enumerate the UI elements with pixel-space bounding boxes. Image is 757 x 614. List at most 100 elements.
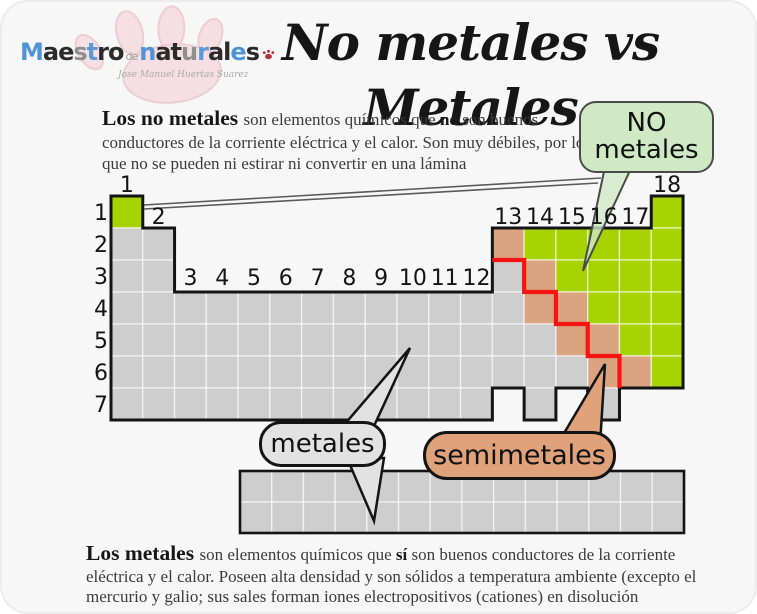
pointer-line-hydrogen — [143, 182, 599, 210]
element-cell — [618, 355, 652, 389]
element-cell — [650, 323, 684, 357]
element-cell — [523, 323, 557, 357]
element-cell — [269, 291, 303, 325]
fblock-cell — [239, 501, 273, 534]
brand-name-secondary: naturales — [139, 38, 260, 66]
element-cell — [110, 291, 144, 325]
element-cell — [491, 259, 525, 293]
group-label: 13 — [494, 205, 522, 230]
fblock-cell — [588, 501, 622, 534]
footer-paragraph: Los metales son elementos químicos que s… — [86, 541, 697, 607]
metals-callout: metales — [259, 421, 386, 467]
fblock-cell — [651, 470, 685, 503]
element-cell — [618, 323, 652, 357]
brand-subtitle: Jose Manuel Huertas Suarez — [118, 70, 249, 80]
group-label: 8 — [342, 266, 356, 291]
group-label: 4 — [215, 266, 229, 291]
period-label: 4 — [94, 297, 108, 322]
element-cell — [555, 227, 589, 261]
group-label: 17 — [621, 205, 649, 230]
period-label: 3 — [94, 265, 108, 290]
fblock-cell — [239, 470, 273, 503]
fblock-cell — [619, 501, 653, 534]
element-cell — [300, 291, 335, 325]
semimetals-callout: semimetales — [423, 431, 616, 480]
element-cell — [555, 355, 589, 389]
element-cell — [364, 323, 398, 357]
element-cell — [332, 323, 366, 357]
fblock-cell — [271, 501, 305, 534]
element-cell — [428, 355, 462, 389]
element-cell — [650, 195, 684, 229]
element-cell — [269, 387, 303, 421]
element-cell — [173, 355, 208, 389]
fblock-cell — [334, 501, 368, 534]
fblock-cell — [397, 501, 431, 534]
fblock-cell — [619, 470, 653, 503]
element-cell — [587, 291, 621, 325]
element-cell — [459, 323, 494, 357]
group-label: 10 — [399, 266, 427, 291]
element-cell — [110, 387, 144, 421]
group-label: 12 — [462, 266, 490, 291]
group-label: 1 — [120, 173, 134, 198]
group-label: 15 — [558, 205, 586, 230]
element-cell — [650, 259, 684, 293]
element-cell — [142, 227, 176, 261]
group-label: 11 — [431, 266, 459, 291]
nonmetals-callout: NO metales — [579, 101, 714, 173]
element-cell — [237, 291, 271, 325]
element-cell — [173, 291, 208, 325]
element-cell — [396, 291, 430, 325]
element-cell — [142, 355, 176, 389]
group-label: 5 — [247, 266, 261, 291]
group-label: 2 — [152, 205, 166, 230]
element-cell — [523, 259, 557, 293]
element-cell — [110, 259, 144, 293]
element-cell — [332, 355, 366, 389]
element-cell — [618, 291, 652, 325]
fblock-cell — [397, 470, 431, 503]
element-cell — [110, 195, 144, 229]
element-cell — [205, 387, 239, 421]
fblock-cell — [429, 501, 463, 534]
element-cell — [205, 323, 239, 357]
element-cell — [587, 323, 621, 357]
element-cell — [269, 355, 303, 389]
element-cell — [650, 355, 684, 389]
brand-name: Maestro denaturales — [20, 38, 275, 66]
element-cell — [523, 387, 557, 421]
element-cell — [142, 259, 176, 293]
element-cell — [618, 259, 652, 293]
group-label: 7 — [311, 266, 325, 291]
period-label: 2 — [94, 233, 108, 258]
element-cell — [142, 291, 176, 325]
group-label: 6 — [279, 266, 293, 291]
period-label: 7 — [94, 393, 108, 418]
fblock-cell — [461, 501, 495, 534]
element-cell — [555, 323, 589, 357]
element-cell — [491, 323, 525, 357]
group-label: 3 — [183, 266, 197, 291]
element-cell — [300, 387, 335, 421]
element-cell — [110, 323, 144, 357]
element-cell — [555, 259, 589, 293]
element-cell — [110, 355, 144, 389]
element-cell — [300, 355, 335, 389]
element-cell — [205, 355, 239, 389]
period-label: 5 — [94, 329, 108, 354]
fblock-cell — [651, 501, 685, 534]
element-cell — [459, 387, 494, 421]
element-cell — [110, 227, 144, 261]
brand-logo: Maestro denaturales Jose Manuel Huertas S… — [14, 4, 275, 109]
element-cell — [396, 323, 430, 357]
element-cell — [618, 227, 652, 261]
element-cell — [173, 323, 208, 357]
element-cell — [650, 227, 684, 261]
staircase-divider-line — [492, 257, 622, 388]
element-cell — [364, 291, 398, 325]
pointer-line-hydrogen — [143, 177, 602, 206]
fblock-cell — [302, 501, 336, 534]
